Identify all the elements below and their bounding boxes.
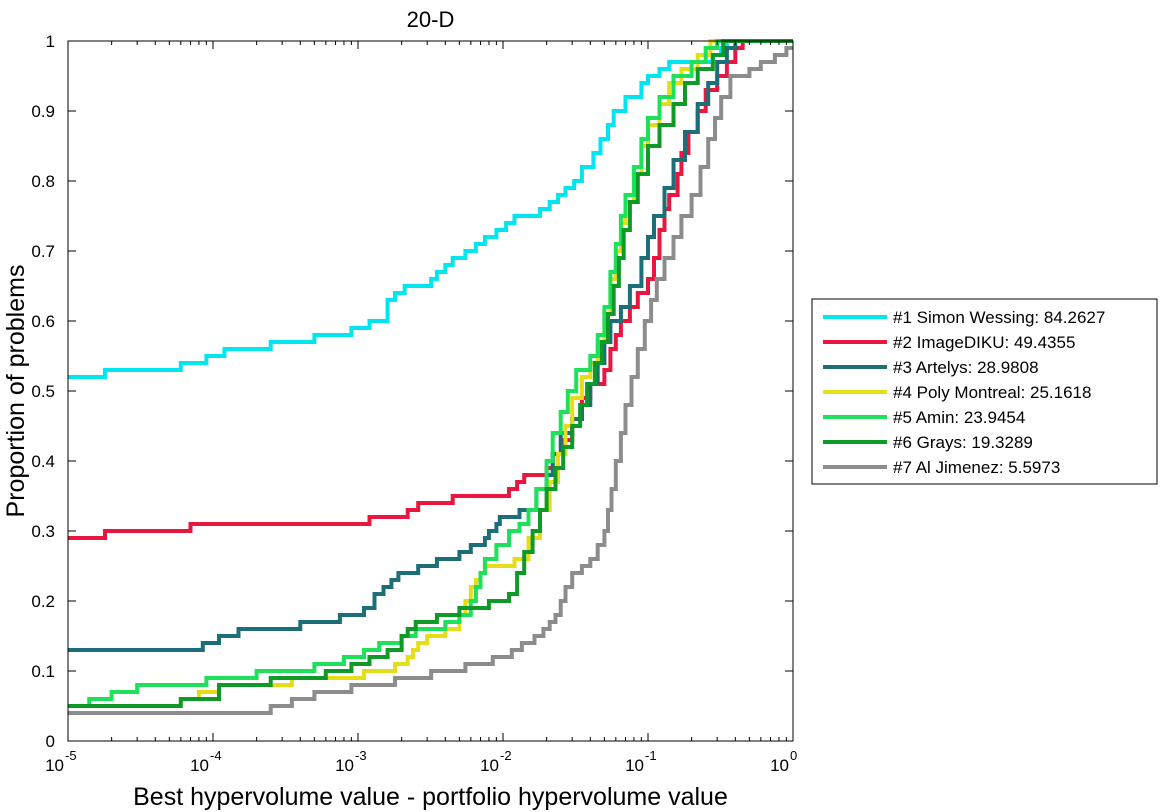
y-tick-label: 0.5 [31, 382, 55, 401]
ticks-layer: 10-510-410-310-210-110000.10.20.30.40.50… [31, 32, 797, 775]
series-layer [68, 39, 793, 715]
series-line-3 [68, 39, 793, 652]
y-tick-label: 0.3 [31, 522, 55, 541]
y-tick-label: 0.6 [31, 312, 55, 331]
x-tick-base: 10 [770, 756, 789, 775]
legend-label-7: #7 Al Jimenez: 5.5973 [893, 458, 1060, 477]
y-tick-label: 1 [46, 32, 55, 51]
x-tick-label: 10-3 [335, 748, 366, 775]
y-tick-label: 0 [46, 732, 55, 751]
x-tick-label: 10-5 [45, 748, 76, 775]
x-tick-exponent: -4 [210, 748, 222, 763]
y-tick-label: 0.2 [31, 592, 55, 611]
x-tick-exponent: -5 [65, 748, 77, 763]
x-tick-exponent: -2 [500, 748, 512, 763]
legend: #1 Simon Wessing: 84.2627 #2 ImageDIKU: 4… [811, 298, 1158, 485]
y-axis-title: Proportion of problems [2, 265, 30, 518]
legend-label-3: #3 Artelys: 28.9808 [893, 358, 1039, 377]
x-tick-exponent: 0 [790, 748, 797, 763]
y-tick-label: 0.8 [31, 172, 55, 191]
x-tick-label: 10-2 [480, 748, 511, 775]
y-tick-label: 0.7 [31, 242, 55, 261]
x-tick-base: 10 [190, 756, 209, 775]
y-tick-label: 0.1 [31, 662, 55, 681]
legend-label-2: #2 ImageDIKU: 49.4355 [893, 333, 1075, 352]
x-tick-label: 10-1 [625, 748, 656, 775]
series-line-7 [68, 46, 793, 715]
x-tick-exponent: -3 [355, 748, 367, 763]
x-axis-title: Best hypervolume value - portfolio hyper… [133, 783, 728, 811]
legend-label-4: #4 Poly Montreal: 25.1618 [893, 383, 1091, 402]
x-tick-base: 10 [45, 756, 64, 775]
y-tick-label: 0.4 [31, 452, 55, 471]
x-tick-base: 10 [335, 756, 354, 775]
x-tick-exponent: -1 [645, 748, 657, 763]
series-line-2 [68, 39, 793, 540]
x-tick-base: 10 [480, 756, 499, 775]
series-line-6 [68, 39, 793, 708]
legend-label-1: #1 Simon Wessing: 84.2627 [893, 308, 1105, 327]
x-tick-base: 10 [625, 756, 644, 775]
chart-title: 20-D [407, 7, 455, 32]
series-line-5 [68, 39, 793, 708]
legend-label-5: #5 Amin: 23.9454 [893, 408, 1025, 427]
series-line-1 [68, 39, 793, 379]
y-tick-label: 0.9 [31, 102, 55, 121]
x-tick-label: 10-4 [190, 748, 221, 775]
legend-label-6: #6 Grays: 19.3289 [893, 433, 1033, 452]
x-tick-label: 100 [770, 748, 797, 775]
